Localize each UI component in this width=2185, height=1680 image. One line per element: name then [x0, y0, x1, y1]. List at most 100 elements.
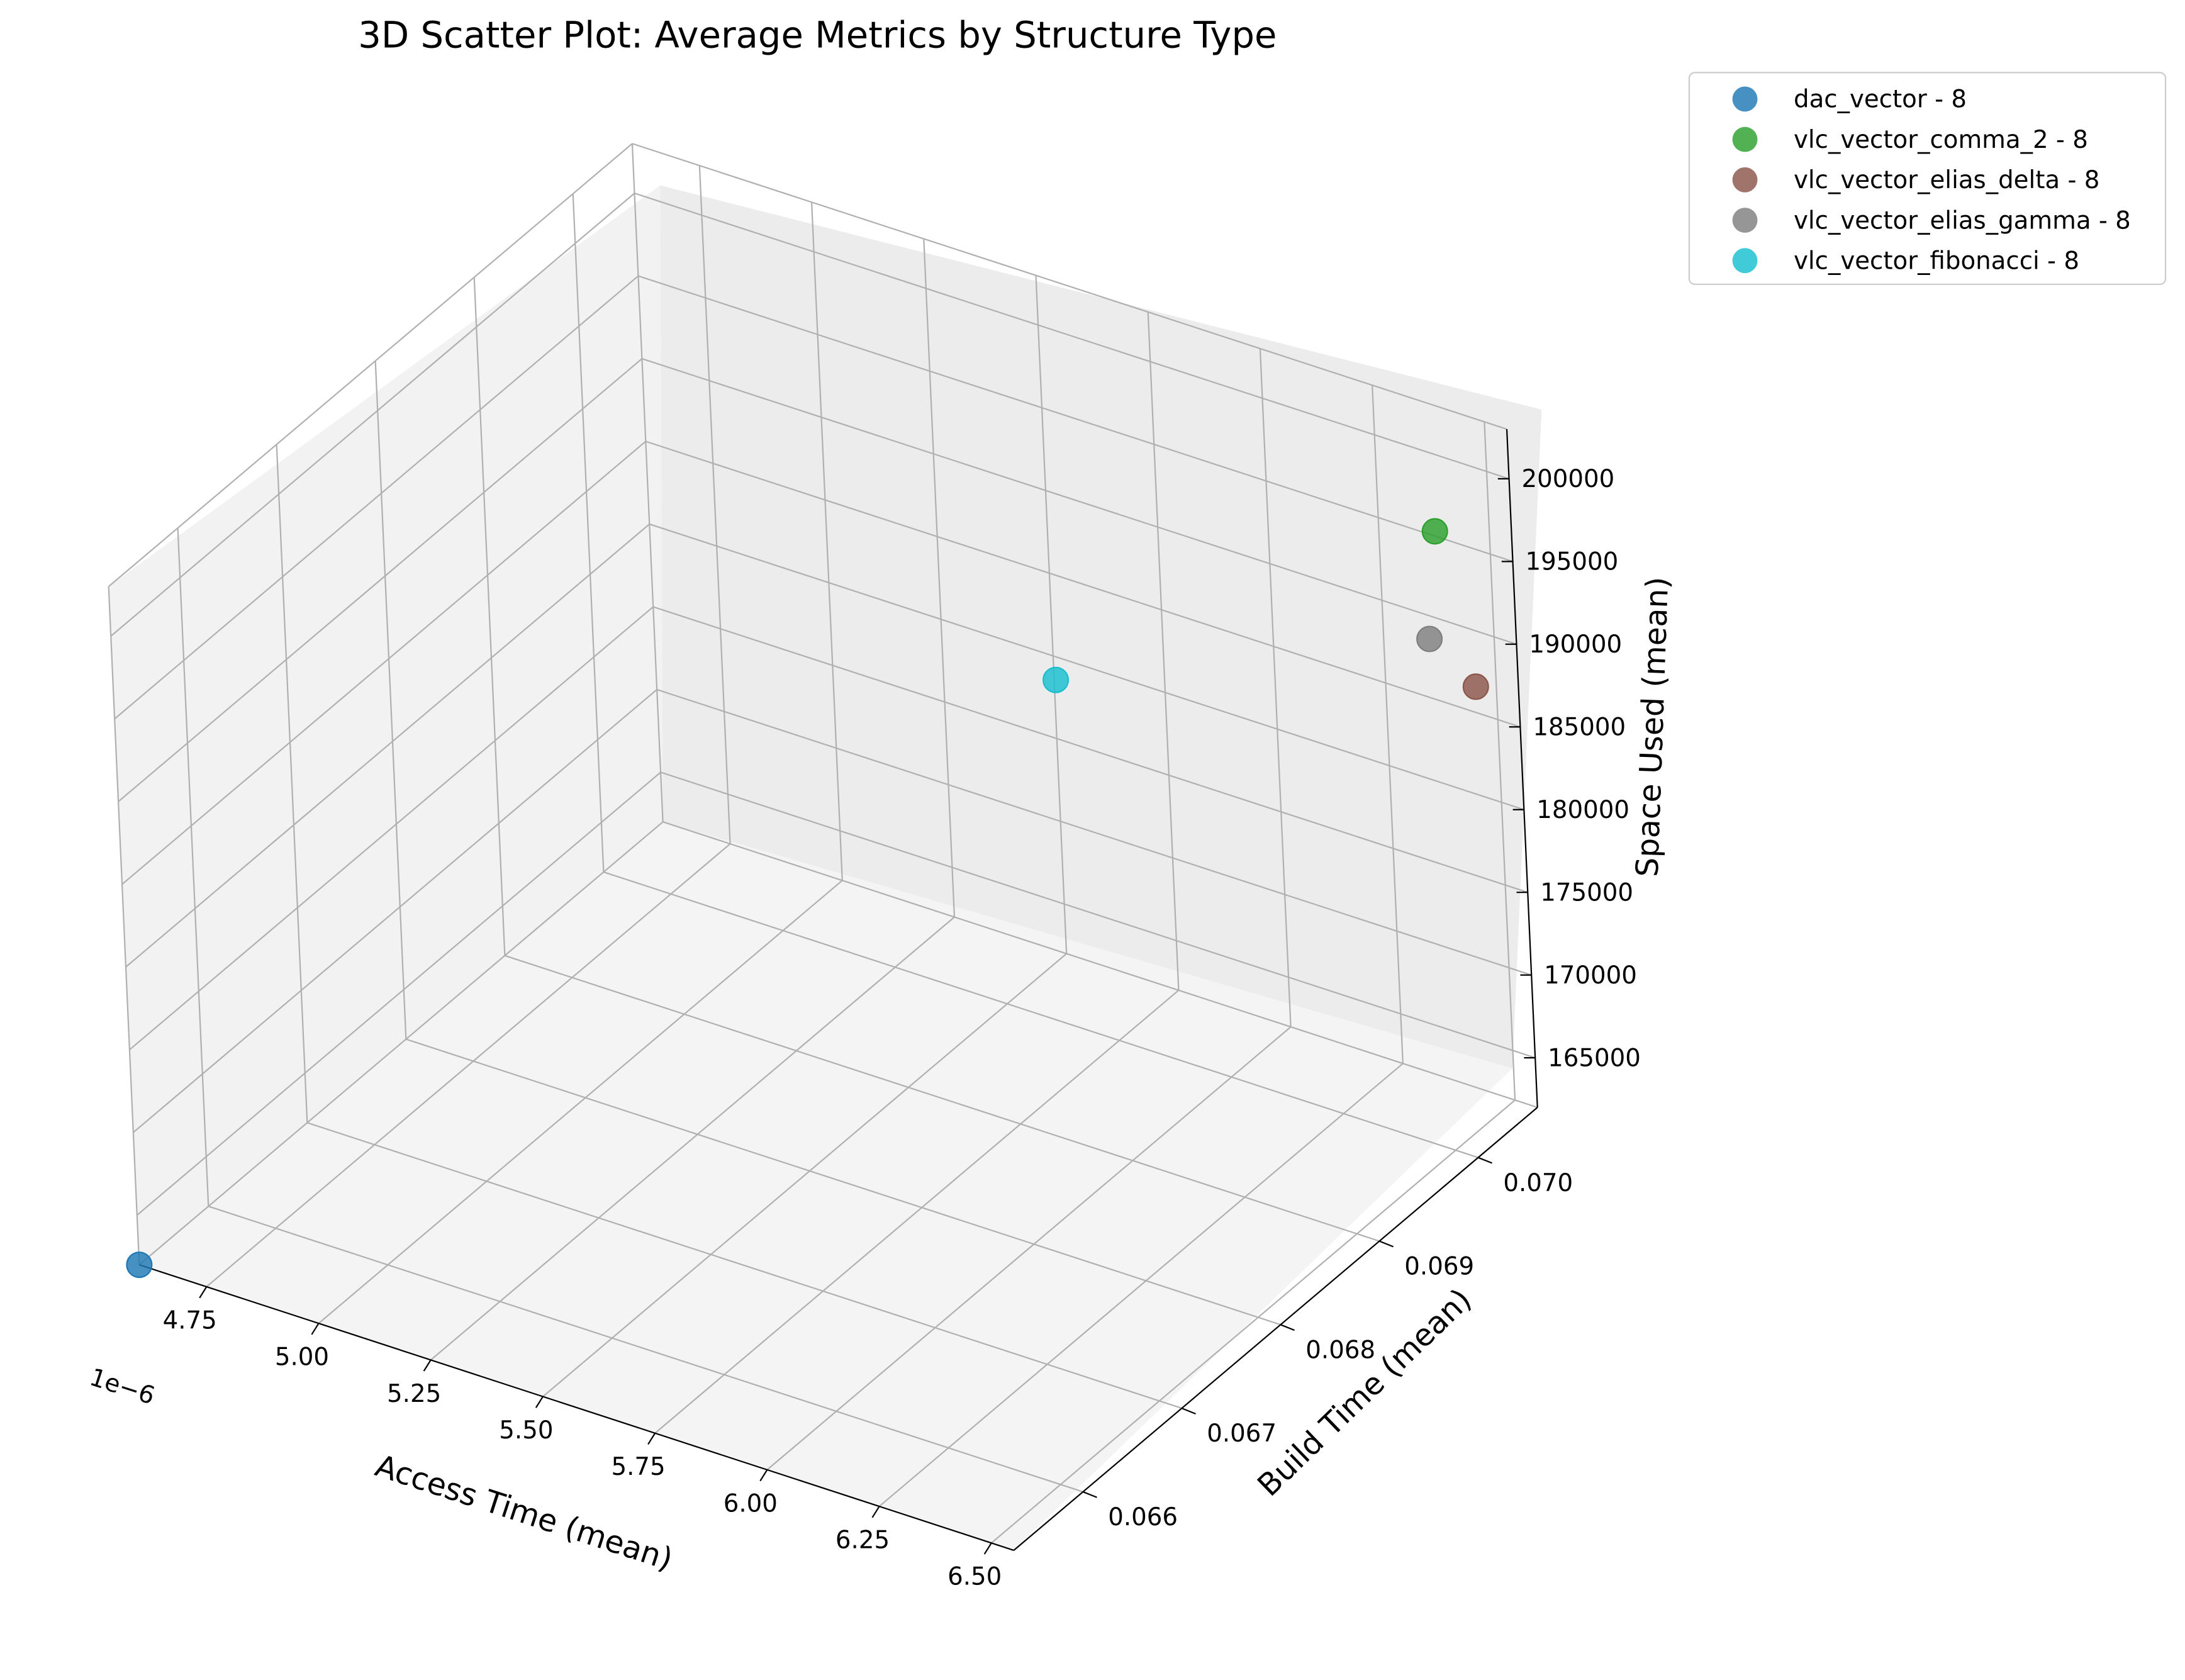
z-gridline-left — [110, 193, 635, 637]
x-tick — [983, 1542, 992, 1555]
z-tick-label: 170000 — [1544, 961, 1637, 990]
data-point-2 — [1421, 518, 1448, 545]
z-axis-line — [1506, 428, 1538, 1108]
x-tick-label: 5.75 — [611, 1453, 665, 1481]
x-tick — [871, 1506, 880, 1518]
z-tick-label: 180000 — [1536, 796, 1629, 824]
y-gridline-floor — [505, 955, 1380, 1242]
x-gridline-floor — [318, 880, 843, 1324]
data-point-5 — [1042, 666, 1070, 693]
x-tick-label: 5.25 — [387, 1380, 441, 1408]
z-axis-label: Space Used (mean) — [1630, 576, 1676, 878]
legend-frame — [1688, 72, 2167, 285]
z-tick-label: 165000 — [1548, 1044, 1641, 1072]
z-gridline-back — [652, 606, 1528, 893]
z-tick-label: 185000 — [1533, 714, 1626, 742]
x-tick-label: 6.25 — [835, 1526, 890, 1554]
y-gridline-wall — [473, 277, 506, 956]
x-gridline-floor — [766, 1026, 1292, 1470]
data-point-1 — [126, 1252, 153, 1279]
legend-marker — [1732, 126, 1758, 152]
x-gridline-wall — [1035, 275, 1068, 954]
pane-edge — [631, 143, 664, 822]
x-tick-label: 6.50 — [947, 1563, 1002, 1591]
x-gridline-wall — [1147, 311, 1180, 990]
legend-marker — [1732, 86, 1758, 112]
y-gridline-floor — [208, 1206, 1083, 1492]
pane-back-wall — [660, 185, 1542, 1069]
x-gridline-wall — [1484, 422, 1516, 1100]
x-gridline-wall — [923, 238, 956, 917]
y-gridline-wall — [177, 528, 210, 1207]
z-gridline-back — [660, 771, 1536, 1059]
data-point-4 — [1416, 625, 1443, 652]
y-axis-label: Build Time (mean) — [1251, 1282, 1478, 1503]
x-tick — [423, 1359, 432, 1372]
x-gridline-wall — [1372, 385, 1404, 1064]
data-points — [126, 518, 1489, 1279]
legend-label: vlc_vector_elias_delta - 8 — [1794, 166, 2099, 194]
x-tick-label: 5.50 — [499, 1416, 553, 1445]
x-gridline-floor — [430, 916, 955, 1361]
x-gridline-floor — [542, 953, 1067, 1397]
y-tick — [1181, 1408, 1196, 1414]
z-gridline-left — [137, 771, 661, 1216]
y-tick-label: 0.069 — [1404, 1253, 1474, 1281]
y-gridline-wall — [572, 193, 605, 872]
pane-edge — [108, 586, 140, 1265]
z-tick-label: 195000 — [1525, 548, 1618, 576]
x-gridline-floor — [991, 1099, 1516, 1544]
y-gridline-floor — [405, 1038, 1281, 1326]
legend-marker — [1732, 208, 1758, 233]
x-tick-label: 6.00 — [724, 1489, 778, 1518]
axes — [139, 428, 1538, 1555]
x-tick — [199, 1286, 208, 1299]
x-gridline-floor — [654, 989, 1180, 1434]
y-tick — [1082, 1491, 1097, 1498]
z-gridline-left — [133, 689, 657, 1133]
pane-edge — [662, 821, 1538, 1109]
z-gridline-left — [118, 358, 643, 802]
x-gridline-wall — [1259, 348, 1292, 1028]
z-tick-label: 175000 — [1540, 878, 1633, 907]
tick-labels: 4.75 5.00 5.25 5.50 5.75 6.00 6.25 6.50 0.066 0.0… — [163, 465, 1641, 1591]
pane-edge — [632, 143, 1507, 430]
z-gridline-back — [645, 440, 1521, 728]
y-tick — [1478, 1156, 1493, 1164]
z-gridline-back — [649, 523, 1524, 810]
x-tick — [535, 1396, 544, 1408]
legend-marker — [1732, 248, 1758, 274]
pane-floor — [139, 822, 1512, 1550]
data-point-3 — [1462, 673, 1489, 700]
x-axis-line — [139, 1264, 1014, 1551]
y-tick-label: 0.070 — [1503, 1169, 1573, 1197]
y-tick-label: 0.067 — [1207, 1420, 1277, 1448]
legend-label: vlc_vector_elias_gamma - 8 — [1794, 206, 2131, 235]
y-tick — [1379, 1240, 1394, 1248]
x-gridline-floor — [878, 1063, 1404, 1507]
y-axis-line — [1013, 1107, 1538, 1551]
z-tick-label: 190000 — [1529, 630, 1622, 659]
x-axis-offset-label: 1e−6 — [86, 1363, 158, 1410]
pane-edge — [138, 821, 664, 1265]
y-gridline-wall — [276, 444, 308, 1123]
z-gridline-back — [638, 275, 1513, 563]
x-tick — [759, 1469, 768, 1482]
legend: dac_vector - 8 vlc_vector_comma_2 - 8 vlc_… — [1688, 72, 2167, 285]
z-gridline-back — [656, 688, 1532, 976]
legend-marker — [1732, 167, 1758, 193]
gridlines — [108, 143, 1538, 1544]
z-gridline-left — [125, 524, 650, 968]
x-tick — [647, 1433, 656, 1445]
z-tick-label: 200000 — [1522, 465, 1615, 493]
z-gridline-back — [634, 193, 1509, 479]
y-tick-label: 0.068 — [1305, 1336, 1375, 1364]
x-gridline-wall — [810, 202, 843, 881]
y-tick-label: 0.066 — [1108, 1503, 1178, 1532]
x-gridline-floor — [206, 843, 731, 1287]
y-gridline-floor — [306, 1122, 1182, 1409]
y-gridline-wall — [374, 361, 407, 1039]
x-gridline-wall — [698, 165, 731, 844]
legend-label: vlc_vector_fibonacci - 8 — [1794, 247, 2079, 275]
